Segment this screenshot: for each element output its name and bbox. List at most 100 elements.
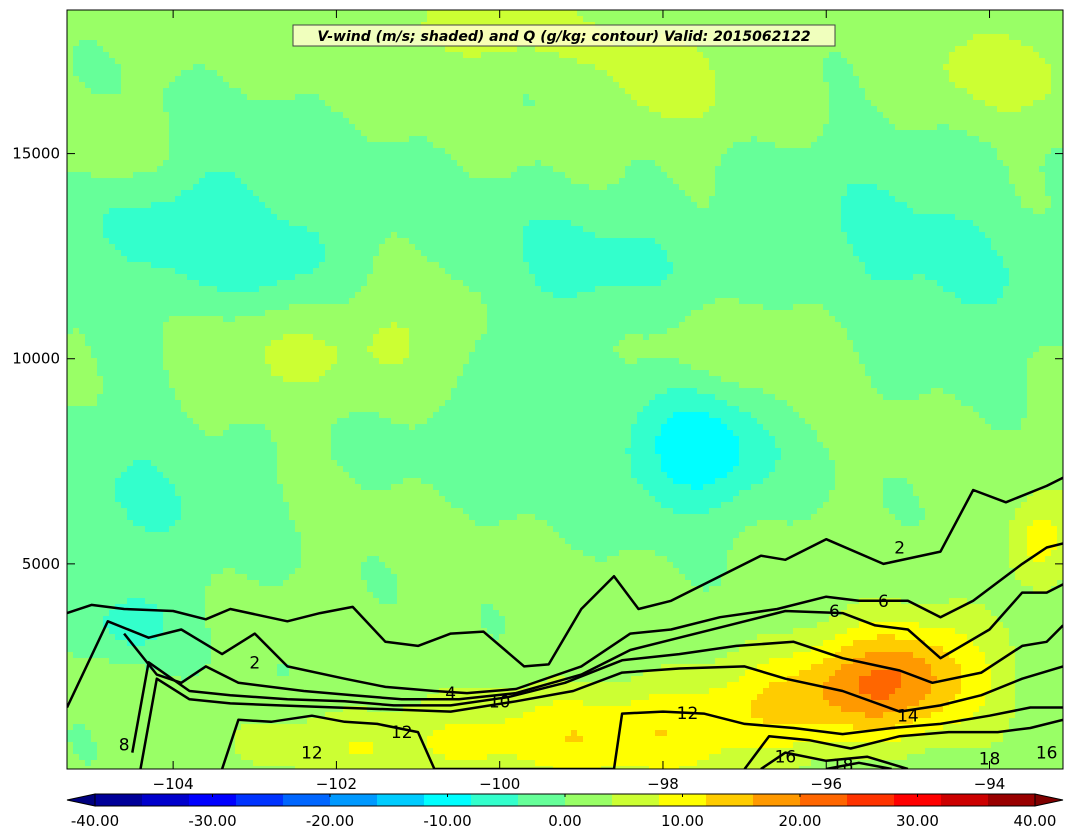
wind-cell (511, 184, 518, 191)
wind-cell (463, 82, 470, 89)
wind-cell (949, 76, 956, 83)
wind-cell (943, 76, 950, 83)
wind-cell (751, 76, 758, 83)
wind-cell (961, 106, 968, 113)
wind-cell (265, 58, 272, 65)
wind-cell (691, 46, 698, 53)
wind-cell (247, 130, 254, 137)
wind-cell (487, 64, 494, 71)
wind-cell (805, 136, 812, 143)
wind-cell (151, 22, 158, 29)
wind-cell (229, 136, 236, 143)
wind-cell (415, 160, 422, 167)
wind-cell (607, 160, 614, 167)
wind-cell (1057, 40, 1063, 47)
wind-cell (295, 100, 302, 107)
wind-cell (571, 112, 578, 119)
wind-cell (901, 82, 908, 89)
wind-cell (175, 34, 182, 41)
wind-cell (157, 154, 164, 161)
wind-cell (565, 130, 572, 137)
wind-cell (313, 184, 320, 191)
wind-cell (505, 148, 512, 155)
wind-cell (547, 94, 554, 101)
wind-cell (505, 142, 512, 149)
wind-cell (271, 148, 278, 155)
wind-cell (919, 178, 926, 185)
wind-cell (337, 64, 344, 71)
wind-cell (649, 88, 656, 95)
wind-cell (307, 76, 314, 83)
wind-cell (1003, 64, 1010, 71)
wind-cell (145, 64, 152, 71)
wind-cell (949, 22, 956, 29)
wind-cell (973, 142, 980, 149)
wind-cell (835, 16, 842, 23)
wind-cell (997, 136, 1004, 143)
wind-cell (1015, 172, 1022, 179)
wind-cell (175, 172, 182, 179)
wind-cell (583, 16, 590, 23)
wind-cell (739, 52, 746, 59)
wind-cell (259, 142, 266, 149)
wind-cell (403, 88, 410, 95)
wind-cell (409, 88, 416, 95)
wind-cell (655, 124, 662, 131)
wind-cell (1003, 10, 1010, 17)
wind-cell (991, 82, 998, 89)
wind-cell (307, 178, 314, 185)
wind-cell (757, 106, 764, 113)
wind-cell (283, 118, 290, 125)
wind-cell (769, 46, 776, 53)
wind-cell (697, 76, 704, 83)
wind-cell (733, 10, 740, 17)
wind-cell (631, 124, 638, 131)
wind-cell (319, 118, 326, 125)
wind-cell (829, 46, 836, 53)
wind-cell (403, 94, 410, 101)
wind-cell (343, 46, 350, 53)
wind-cell (739, 130, 746, 137)
wind-cell (385, 124, 392, 131)
wind-cell (955, 130, 962, 137)
wind-cell (901, 154, 908, 161)
wind-cell (121, 88, 128, 95)
wind-cell (205, 178, 212, 185)
wind-cell (853, 22, 860, 29)
wind-cell (565, 154, 572, 161)
wind-cell (991, 58, 998, 65)
wind-cell (313, 10, 320, 17)
wind-cell (565, 148, 572, 155)
wind-cell (121, 82, 128, 89)
wind-cell (361, 172, 368, 179)
wind-cell (547, 148, 554, 155)
wind-cell (367, 178, 374, 185)
wind-cell (763, 166, 770, 173)
wind-cell (973, 154, 980, 161)
wind-cell (109, 190, 116, 197)
wind-cell (91, 118, 98, 125)
wind-cell (541, 88, 548, 95)
wind-cell (199, 16, 206, 23)
wind-cell (547, 100, 554, 107)
wind-cell (97, 166, 104, 173)
wind-cell (559, 130, 566, 137)
wind-cell (121, 130, 128, 137)
wind-cell (205, 124, 212, 131)
wind-cell (211, 10, 218, 17)
wind-cell (253, 100, 260, 107)
wind-cell (727, 94, 734, 101)
wind-cell (655, 46, 662, 53)
wind-cell (859, 142, 866, 149)
wind-cell (499, 166, 506, 173)
wind-cell (85, 166, 92, 173)
wind-cell (1021, 100, 1028, 107)
wind-cell (541, 46, 548, 53)
wind-cell (415, 106, 422, 113)
wind-cell (283, 22, 290, 29)
wind-cell (715, 16, 722, 23)
wind-cell (769, 154, 776, 161)
wind-cell (907, 172, 914, 179)
wind-cell (217, 106, 224, 113)
wind-cell (499, 76, 506, 83)
